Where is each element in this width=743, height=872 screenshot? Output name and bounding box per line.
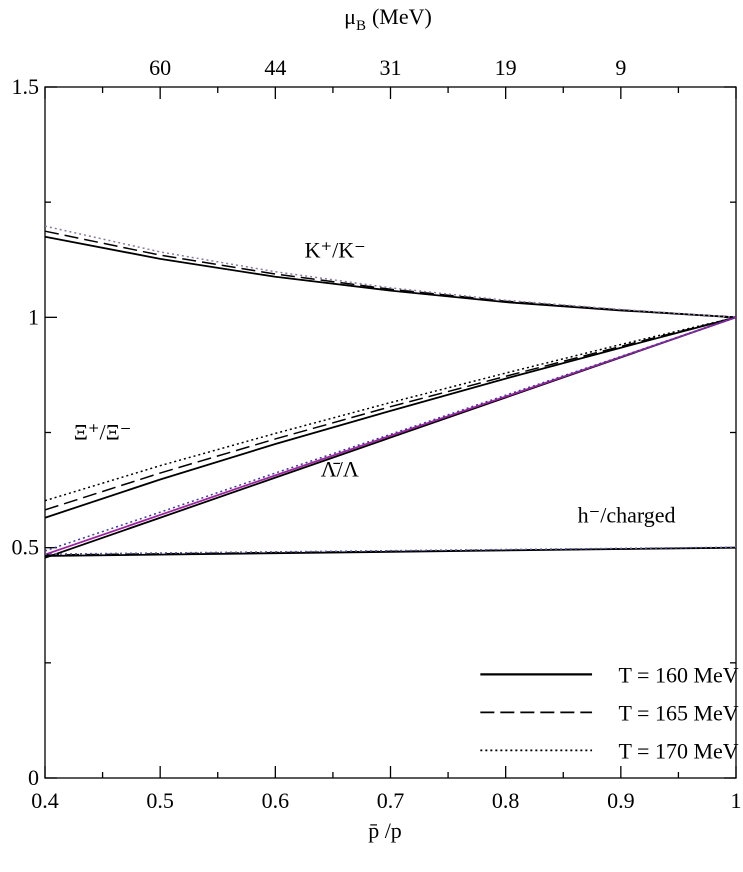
top-tick-label: 60 [149,55,171,80]
legend: T = 160 MeV T = 165 MeV T = 170 MeV [480,662,739,763]
top-axis-title-unit: (MeV) [372,4,432,29]
series-line [44,225,737,319]
curve-annotations: K⁺/K⁻ Ξ⁺/Ξ⁻ Λ̄/Λ h⁻/charged [74,237,676,527]
series-line [44,546,737,555]
annotation-hminus: h⁻/charged [578,502,676,527]
top-axis-title-sub: B [356,18,366,34]
top-tick-label: 9 [615,55,626,80]
series-lines [44,225,737,559]
legend-label: T = 170 MeV [619,738,739,763]
annotation-kaon: K⁺/K⁻ [305,237,366,262]
top-tick-label: 44 [264,55,286,80]
x-axis-title: p̄ /p [368,818,402,843]
top-tick-label: 31 [380,55,402,80]
x-tick-label: 0.9 [607,788,635,813]
y-tick-label: 0.5 [12,535,40,560]
x-tick-label: 1 [731,788,742,813]
y-tick-label: 1.5 [12,74,40,99]
series-line [44,316,737,511]
top-tick-label: 19 [495,55,517,80]
x-tick-label: 0.8 [492,788,520,813]
top-axis-title-main: μ [344,4,356,29]
axis-titles: p̄ /p μB (MeV) [344,4,432,843]
annotation-xi: Ξ⁺/Ξ⁻ [74,419,132,444]
axis-tick-labels: 0.4 0.5 0.6 0.7 0.8 0.9 1 0 0.5 1 1.5 60 44 31 19 9 [12,55,742,813]
legend-label: T = 165 MeV [619,700,739,725]
x-tick-label: 0.5 [146,788,174,813]
x-tick-label: 0.4 [31,788,59,813]
x-tick-label: 0.6 [262,788,290,813]
series-line [44,230,737,319]
axis-ticks [44,86,737,779]
x-tick-label: 0.7 [377,788,405,813]
y-tick-label: 1 [28,304,39,329]
series-line [44,316,737,556]
legend-label: T = 160 MeV [619,662,739,687]
top-axis-title: μB (MeV) [344,4,432,34]
annotation-lambda: Λ̄/Λ [321,456,359,481]
y-tick-label: 0 [28,765,39,790]
series-line [44,316,737,519]
series-line [44,316,737,552]
series-line [44,316,737,502]
